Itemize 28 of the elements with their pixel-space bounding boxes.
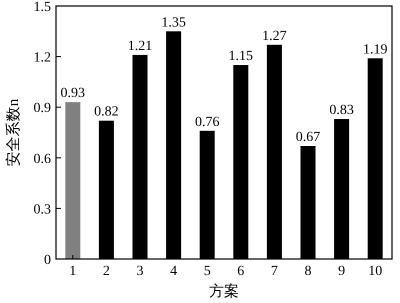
data-label: 0.83 bbox=[329, 103, 354, 118]
x-tick-label: 4 bbox=[170, 264, 178, 279]
x-tick-label: 8 bbox=[304, 264, 312, 279]
y-tick-label: 0.3 bbox=[34, 202, 51, 218]
y-tick-label: 1.2 bbox=[34, 50, 51, 66]
data-label: 0.76 bbox=[194, 114, 220, 130]
data-label: 1.27 bbox=[262, 28, 287, 44]
x-tick-label: 7 bbox=[270, 264, 278, 279]
data-label: 1.15 bbox=[228, 49, 254, 64]
y-tick-label: 0.6 bbox=[34, 152, 51, 167]
x-tick-label: 3 bbox=[136, 264, 144, 279]
y-tick-label: 1.5 bbox=[34, 0, 51, 15]
x-tick-label: 9 bbox=[338, 264, 346, 279]
x-tick-label: 2 bbox=[102, 264, 110, 279]
x-axis-title: 方案 bbox=[209, 283, 239, 300]
x-tick-label: 5 bbox=[204, 264, 211, 279]
data-label: 0.93 bbox=[60, 86, 86, 102]
x-tick-label: 10 bbox=[368, 264, 382, 279]
data-label: 1.35 bbox=[161, 15, 186, 30]
y-tick-label: 0 bbox=[44, 253, 51, 268]
data-label: 1.19 bbox=[362, 42, 388, 58]
y-axis-title: 安全系数n bbox=[5, 98, 22, 166]
x-tick-label: 6 bbox=[237, 264, 244, 279]
data-label: 0.82 bbox=[94, 104, 119, 120]
y-tick-label: 0.9 bbox=[34, 101, 51, 116]
x-tick-label: 1 bbox=[69, 264, 76, 279]
data-label: 1.21 bbox=[128, 38, 152, 54]
data-label: 0.67 bbox=[296, 130, 320, 145]
